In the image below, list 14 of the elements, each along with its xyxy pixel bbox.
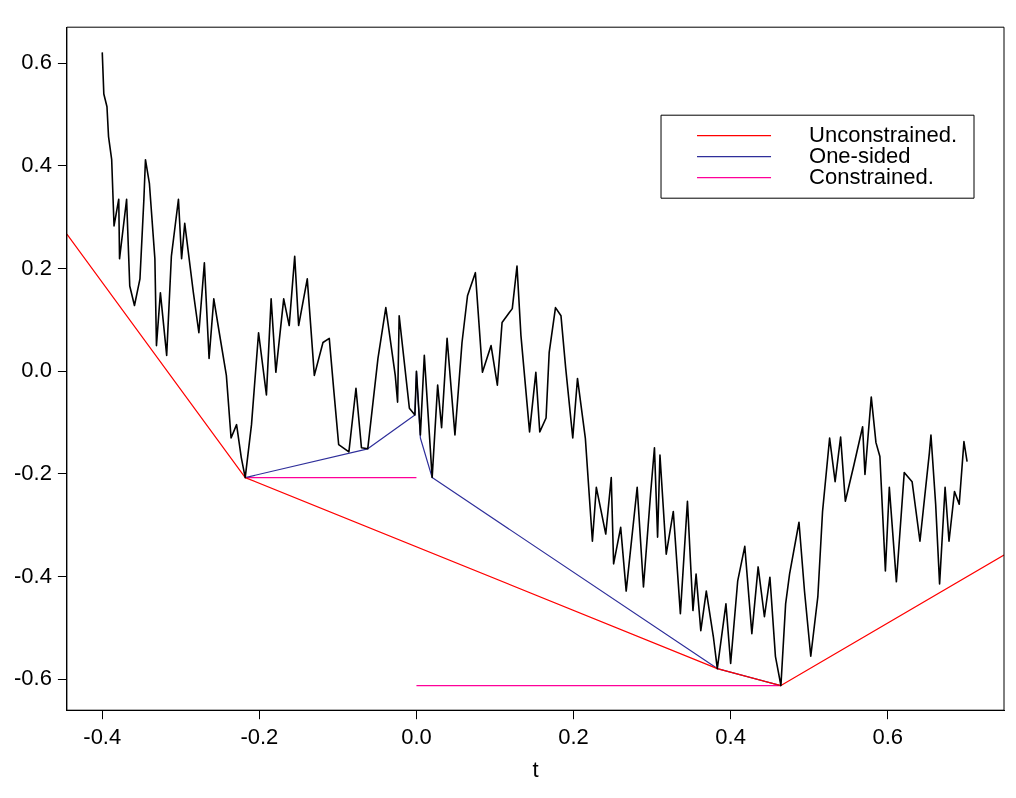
y-tick-label: -0.6	[13, 665, 52, 691]
y-tick-label: 0.6	[21, 49, 52, 75]
y-tick-label: 0.0	[21, 357, 52, 383]
y-tick-label: 0.4	[21, 151, 52, 177]
x-tick-label: 0.2	[558, 724, 589, 750]
x-axis-title: t	[532, 756, 539, 782]
y-tick-label: -0.4	[13, 562, 52, 588]
x-tick-label: 0.0	[401, 724, 432, 750]
x-tick-label: -0.2	[240, 724, 279, 750]
x-tick-label: 0.4	[715, 724, 746, 750]
y-tick-label: -0.2	[13, 460, 52, 486]
y-tick-label: 0.2	[21, 254, 52, 280]
x-tick-label: -0.4	[83, 724, 122, 750]
x-tick-label: 0.6	[872, 724, 904, 750]
